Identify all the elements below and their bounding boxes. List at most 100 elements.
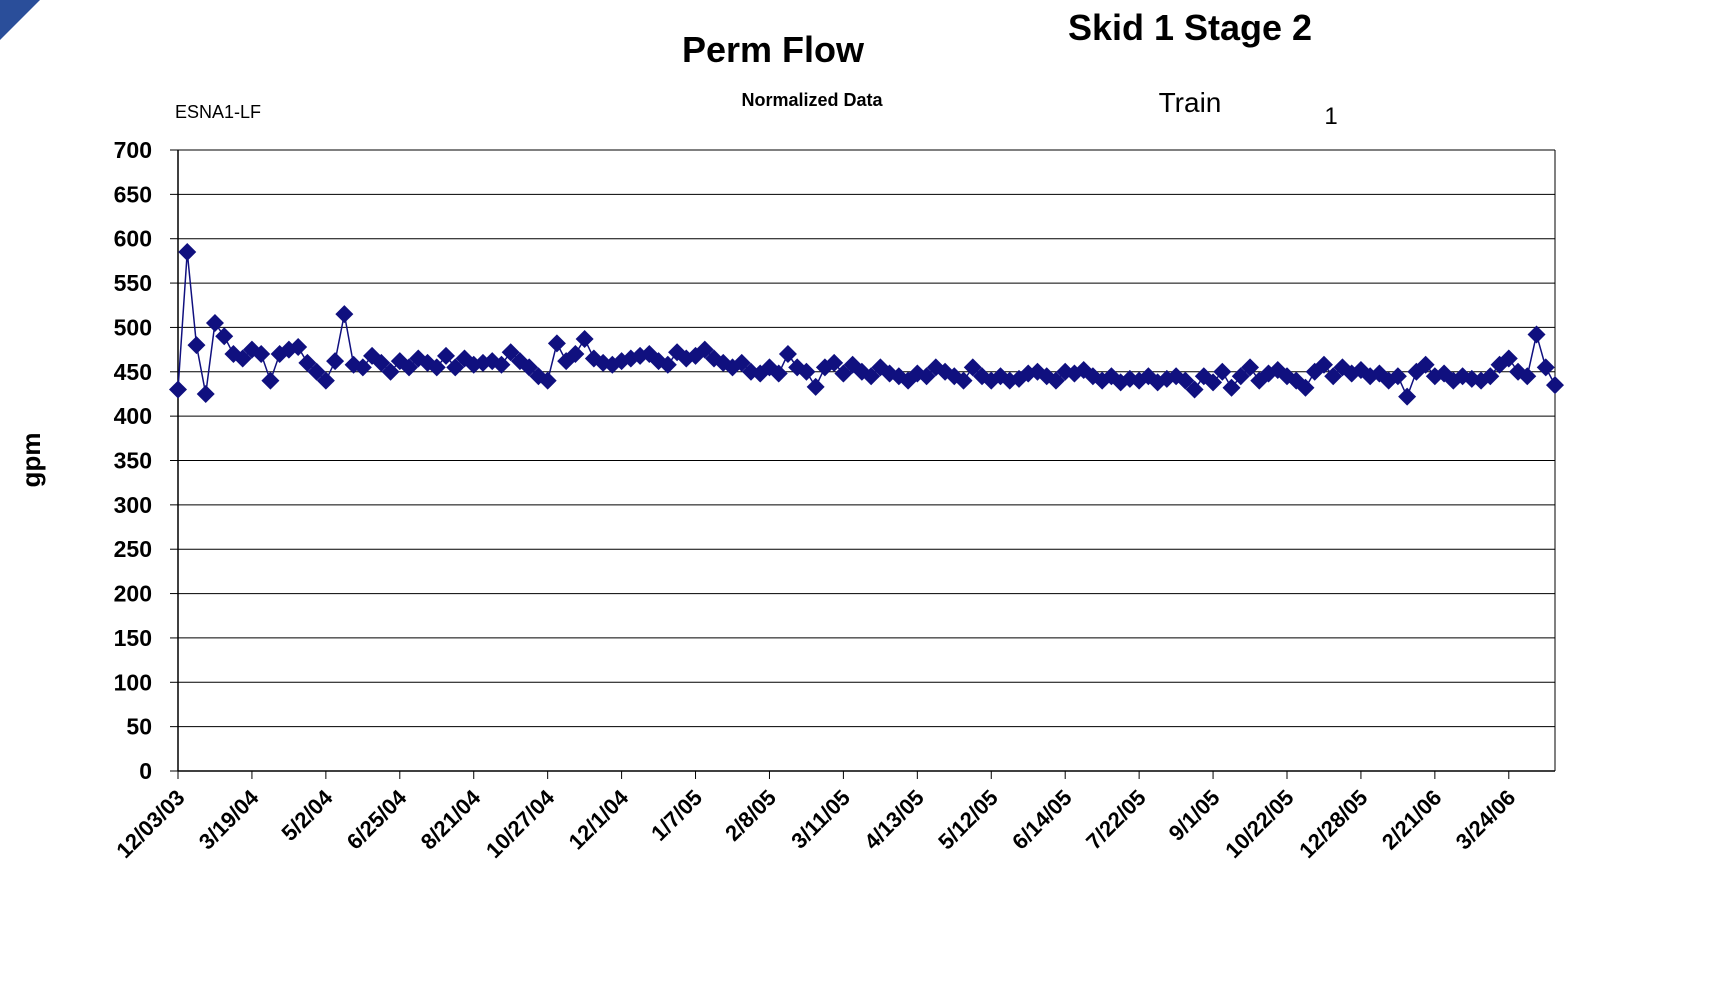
data-point <box>575 329 594 348</box>
data-point <box>178 243 197 262</box>
data-point <box>1176 371 1195 390</box>
data-point <box>1388 367 1407 386</box>
data-point <box>658 355 677 374</box>
y-tick-label: 600 <box>114 226 152 252</box>
data-point <box>335 305 354 324</box>
data-point <box>1536 358 1555 377</box>
x-tick-label: 10/27/04 <box>481 784 560 863</box>
data-point <box>806 377 825 396</box>
data-point <box>695 340 714 359</box>
data-point <box>1481 367 1500 386</box>
source-label: ESNA1-LF <box>175 102 261 122</box>
x-tick-label: 2/8/05 <box>720 785 781 846</box>
y-tick-label: 50 <box>126 714 152 740</box>
data-point <box>520 358 539 377</box>
data-point <box>1324 367 1343 386</box>
data-point <box>307 362 326 381</box>
data-point <box>1231 367 1250 386</box>
data-point <box>769 364 788 383</box>
x-tick-label: 6/14/05 <box>1007 785 1077 855</box>
y-axis-label: gpm <box>16 433 46 488</box>
y-tick-label: 200 <box>114 581 152 607</box>
data-point <box>1416 355 1435 374</box>
x-tick-label: 3/19/04 <box>194 784 264 854</box>
data-point <box>834 364 853 383</box>
decoration <box>0 0 40 40</box>
data-point <box>196 384 215 403</box>
x-tick-label: 3/24/06 <box>1451 785 1521 855</box>
x-tick-label: 4/13/05 <box>859 785 929 855</box>
y-tick-label: 150 <box>114 625 152 651</box>
data-point <box>1204 373 1223 392</box>
data-point <box>1046 371 1065 390</box>
data-point <box>862 367 881 386</box>
data-point <box>169 380 187 399</box>
data-point <box>501 343 520 362</box>
data-point <box>732 353 751 372</box>
data-point <box>298 353 317 372</box>
data-point <box>1222 378 1241 397</box>
x-tick-label: 7/22/05 <box>1081 785 1151 855</box>
x-tick-label: 5/2/04 <box>276 784 337 845</box>
data-point <box>233 349 252 368</box>
data-point <box>289 337 308 356</box>
data-point <box>1518 367 1537 386</box>
train-label: Train <box>1159 87 1222 118</box>
data-point <box>261 371 280 390</box>
header: Skid 1 Stage 2 <box>1068 7 1312 48</box>
y-tick-label: 350 <box>114 448 152 474</box>
y-tick-label: 700 <box>114 137 152 163</box>
x-tick-label: 1/7/05 <box>646 785 707 846</box>
chart-subtitle: Normalized Data <box>741 90 883 110</box>
x-tick-label: 12/1/04 <box>564 784 634 854</box>
data-point <box>316 371 335 390</box>
data-point <box>1241 358 1260 377</box>
data-point <box>400 358 419 377</box>
y-tick-label: 250 <box>114 536 152 562</box>
data-point <box>1213 362 1232 381</box>
data-point <box>963 358 982 377</box>
data-point <box>825 353 844 372</box>
y-tick-label: 300 <box>114 492 152 518</box>
data-point <box>492 355 511 374</box>
y-tick-label: 650 <box>114 181 152 207</box>
y-tick-label: 400 <box>114 403 152 429</box>
y-tick-label: 550 <box>114 270 152 296</box>
data-point <box>353 358 372 377</box>
y-tick-label: 450 <box>114 359 152 385</box>
data-point <box>917 367 936 386</box>
train-number: 1 <box>1324 103 1337 130</box>
data-point <box>326 352 345 371</box>
data-point <box>954 371 973 390</box>
data-point <box>437 346 456 365</box>
data-point <box>1398 387 1417 406</box>
data-point <box>1546 376 1564 395</box>
data-point <box>538 371 557 390</box>
x-tick-label: 2/21/06 <box>1377 785 1447 855</box>
x-tick-label: 12/28/05 <box>1294 785 1372 863</box>
data-point <box>547 334 566 353</box>
data-point <box>187 336 206 355</box>
data-point <box>778 345 797 364</box>
data-point <box>205 313 224 332</box>
data-point <box>1499 349 1518 368</box>
data-point <box>215 327 234 346</box>
y-tick-label: 500 <box>114 314 152 340</box>
data-point <box>446 358 465 377</box>
data-point <box>372 353 391 372</box>
x-tick-label: 9/1/05 <box>1164 785 1225 846</box>
data-point <box>1527 325 1546 344</box>
data-point <box>1314 355 1333 374</box>
data-point <box>1296 378 1315 397</box>
x-tick-label: 12/03/03 <box>111 785 189 863</box>
y-tick-label: 0 <box>139 758 152 784</box>
data-point <box>566 345 585 364</box>
x-tick-label: 3/11/05 <box>786 785 855 854</box>
x-tick-label: 10/22/05 <box>1220 785 1298 863</box>
data-point <box>427 358 446 377</box>
data-point <box>252 345 271 364</box>
x-tick-label: 5/12/05 <box>933 785 1003 855</box>
x-tick-label: 8/21/04 <box>416 784 486 854</box>
data-point <box>797 362 816 381</box>
